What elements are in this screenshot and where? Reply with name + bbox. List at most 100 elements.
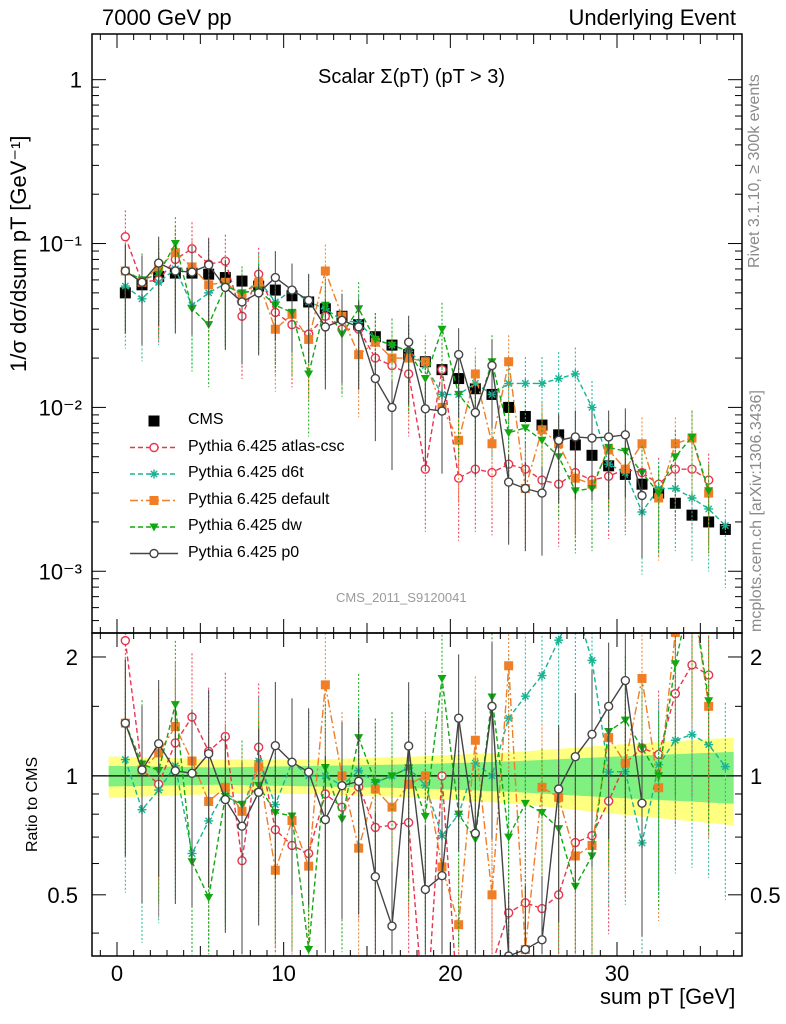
ratio-point — [520, 944, 531, 955]
data-point — [670, 464, 681, 474]
data-point — [537, 378, 547, 388]
ratio-point — [454, 920, 464, 930]
data-point — [487, 439, 497, 449]
ratio-point — [320, 680, 330, 690]
data-point — [620, 430, 631, 440]
ratio-point — [637, 798, 647, 808]
ratio-point — [488, 960, 496, 968]
data-point — [587, 402, 597, 412]
ratio-point — [437, 871, 447, 881]
data-point — [670, 483, 680, 493]
ratio-point — [587, 729, 597, 739]
ratio-point — [253, 787, 264, 797]
analysis-id: CMS_2011_S9120041 — [336, 590, 467, 605]
data-point — [520, 378, 530, 388]
ratio-point — [503, 951, 514, 956]
x-tick-label: 10 — [271, 961, 295, 986]
legend-marker-pythia-6-425-p0 — [149, 548, 159, 559]
data-point — [504, 357, 514, 367]
data-point — [537, 436, 547, 445]
data-point — [153, 258, 164, 268]
legend-entry-pythia-6-425-default: Pythia 6.425 default — [188, 490, 330, 508]
data-point — [720, 521, 730, 531]
ratio-y-tick-label: 0.5 — [47, 883, 78, 908]
data-point — [670, 453, 680, 462]
series-line — [125, 241, 710, 495]
plot-title: Scalar Σ(pT) (pT > 3) — [318, 66, 506, 88]
ratio-point — [470, 828, 481, 839]
legend-marker-pythia-6-425-default — [149, 496, 159, 505]
data-series — [119, 210, 731, 968]
data-point — [370, 335, 380, 344]
data-point — [687, 493, 697, 503]
data-point — [370, 373, 381, 384]
data-point — [170, 240, 180, 249]
legend-entry-cms: CMS — [188, 411, 224, 428]
legend-entry-pythia-6-425-p0: Pythia 6.425 p0 — [188, 543, 300, 561]
legend — [130, 415, 178, 559]
ratio-series-line — [124, 633, 710, 950]
data-point — [170, 266, 181, 276]
ratio-series-line — [124, 678, 643, 956]
ratio-point — [537, 671, 547, 681]
ratio-point — [487, 701, 497, 712]
ratio-point — [170, 766, 181, 776]
ratio-point — [537, 935, 547, 945]
ratio-point — [337, 780, 347, 791]
x-axis-label: sum pT [GeV] — [600, 984, 736, 1009]
series-line — [124, 262, 643, 496]
ratio-point — [537, 782, 547, 792]
data-point — [504, 429, 514, 438]
ratio-point — [320, 814, 331, 825]
data-point — [487, 360, 497, 371]
ratio-point — [187, 768, 197, 779]
side-label-mcplots: mcplots.cern.ch [arXiv:1306.3436] — [748, 390, 765, 632]
y-tick-label: 1 — [70, 68, 82, 93]
data-point — [237, 297, 247, 307]
ratio-point — [420, 884, 431, 895]
ratio-point — [304, 945, 314, 954]
y-tick-label: 10⁻³ — [39, 559, 82, 584]
data-point — [220, 282, 231, 293]
ratio-y-tick-label: 2 — [66, 645, 78, 670]
ratio-series-pythia-6-425-p0 — [120, 633, 647, 956]
data-point — [137, 277, 147, 288]
ratio-point — [303, 767, 314, 777]
ratio-point — [487, 890, 497, 900]
legend-marker-pythia-6-425-atlas-csc — [149, 442, 159, 453]
ratio-point — [387, 802, 397, 812]
ratio-point — [453, 713, 464, 723]
ratio-point — [420, 812, 430, 821]
ratio-point — [654, 772, 664, 781]
data-point — [320, 322, 331, 332]
data-point — [120, 266, 131, 276]
data-point — [704, 487, 714, 496]
ratio-point — [704, 740, 714, 750]
side-label-rivet: Rivet 3.1.10, ≥ 300k events — [746, 74, 763, 268]
data-point — [519, 410, 531, 422]
ratio-point — [688, 586, 697, 595]
ratio-point — [120, 635, 131, 646]
data-point — [387, 402, 397, 413]
data-point — [387, 341, 397, 350]
data-point — [487, 467, 497, 478]
data-point — [420, 404, 431, 414]
ratio-point — [170, 701, 180, 710]
ratio-point — [353, 776, 364, 787]
ratio-point — [287, 757, 297, 767]
ratio-point — [437, 674, 447, 683]
ratio-point — [504, 833, 514, 842]
ratio-point — [520, 799, 530, 808]
ratio-point — [688, 584, 697, 592]
data-point — [553, 435, 564, 445]
ratio-point — [654, 783, 664, 793]
data-point — [304, 370, 314, 379]
ratio-point — [620, 675, 631, 686]
data-point — [637, 490, 647, 501]
ratio-point — [520, 691, 530, 701]
data-point — [337, 315, 347, 326]
legend-entry-pythia-6-425-dw: Pythia 6.425 dw — [188, 517, 302, 534]
axis-ticks: 10⁻³10⁻²10⁻¹10.5 0.51 12 20 10 20 30 — [39, 34, 781, 986]
ratio-point — [153, 739, 164, 749]
data-point — [270, 272, 281, 283]
